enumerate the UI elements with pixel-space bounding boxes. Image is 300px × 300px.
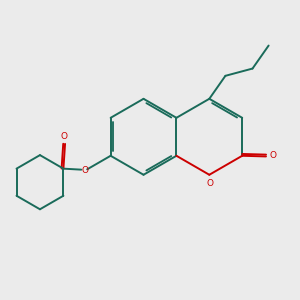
Text: O: O xyxy=(206,178,214,188)
Text: O: O xyxy=(81,166,88,175)
Text: O: O xyxy=(61,132,68,141)
Text: O: O xyxy=(270,151,277,160)
